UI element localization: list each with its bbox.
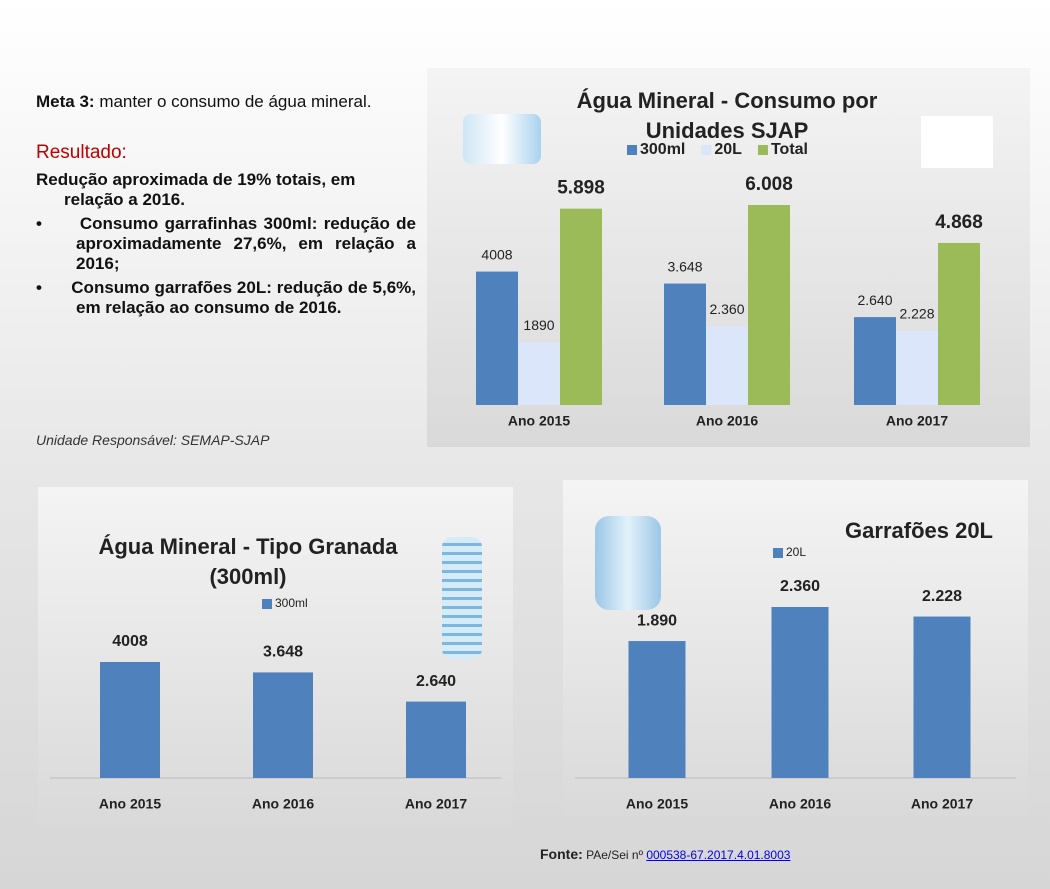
x-tick-label: Ano 2016 (252, 796, 314, 812)
bullet-text: Consumo garrafões 20L: redução de 5,6%, … (71, 278, 416, 317)
x-tick-label: Ano 2017 (405, 796, 467, 812)
data-label: 3.648 (667, 258, 702, 274)
footer-text: PAe/Sei nº (586, 848, 643, 862)
result-title: Resultado: (36, 142, 416, 164)
footer-label: Fonte: (540, 846, 583, 862)
bar (938, 243, 980, 405)
bar (518, 342, 560, 405)
unit: Unidade Responsável: SEMAP-SJAP (36, 432, 269, 448)
text-block: Meta 3: manter o consumo de água mineral… (36, 92, 416, 318)
x-tick-label: Ano 2016 (696, 413, 758, 429)
data-label: 2.640 (857, 292, 892, 308)
bar (629, 641, 686, 778)
goal: Meta 3: manter o consumo de água mineral… (36, 92, 416, 112)
chart-panel: Água Mineral - Consumo por Unidades SJAP… (427, 68, 1030, 447)
x-tick-label: Ano 2017 (886, 413, 948, 429)
data-label: 2.640 (416, 673, 456, 690)
data-label: 2.360 (709, 301, 744, 317)
data-label: 2.360 (780, 578, 820, 595)
bar (560, 209, 602, 405)
data-label: 4.868 (935, 212, 983, 233)
legend-swatch (773, 548, 783, 558)
data-label: 2.228 (899, 306, 934, 322)
bar (406, 702, 466, 778)
data-label: 4008 (481, 246, 512, 262)
x-tick-label: Ano 2015 (508, 413, 570, 429)
legend-swatch (758, 145, 768, 155)
legend-swatch (627, 145, 637, 155)
result-summary: Redução aproximada de 19% totais, em rel… (36, 170, 416, 210)
bar (772, 607, 829, 778)
slide: Meta 3: manter o consumo de água mineral… (0, 0, 1050, 889)
goal-label: Meta 3: (36, 92, 95, 111)
bullet: • Consumo garrafões 20L: redução de 5,6%… (36, 278, 416, 318)
chart: 300ml Ano 2015 4008 Ano 2016 3.648 Ano 2017 2.… (38, 487, 513, 827)
bar (748, 205, 790, 405)
footer-link[interactable]: 000538-67.2017.4.01.8003 (646, 848, 790, 862)
bar (253, 672, 313, 778)
legend-swatch (701, 145, 711, 155)
legend-entry: Total (771, 141, 808, 158)
x-tick-label: Ano 2017 (911, 796, 973, 812)
legend-swatch (262, 599, 272, 609)
x-tick-label: Ano 2015 (99, 796, 161, 812)
bar (664, 284, 706, 405)
bar (914, 617, 971, 778)
chart: 20L Ano 2015 1.890 Ano 2016 2.360 Ano 2017 2.2… (563, 480, 1028, 820)
data-label: 3.648 (263, 644, 303, 661)
goal-text: manter o consumo de água mineral. (99, 92, 371, 111)
data-label: 4008 (112, 633, 148, 650)
bar (896, 331, 938, 405)
data-label: 2.228 (922, 588, 962, 605)
legend-entry: 20L (714, 141, 742, 158)
x-tick-label: Ano 2016 (769, 796, 831, 812)
footer: Fonte: PAe/Sei nº 000538-67.2017.4.01.80… (540, 846, 790, 862)
data-label: 5.898 (557, 178, 605, 199)
bullet: • Consumo garrafinhas 300ml: redução de … (36, 214, 416, 274)
x-tick-label: Ano 2015 (626, 796, 688, 812)
data-label: 6.008 (745, 174, 793, 195)
bar (706, 326, 748, 405)
legend-entry: 20L (786, 545, 806, 559)
data-label: 1890 (523, 317, 554, 333)
bullet-text: Consumo garrafinhas 300ml: redução de ap… (76, 214, 416, 273)
data-label: 1.890 (637, 612, 677, 629)
bar (476, 272, 518, 405)
legend-entry: 300ml (275, 596, 308, 610)
legend-entry: 300ml (640, 141, 685, 158)
chart-panel: Água Mineral - Tipo Granada (300ml)300ml… (38, 487, 513, 827)
bar (100, 662, 160, 778)
chart: 300ml 20L Total Ano 2015 4008 1890 5.898 Ano 20… (427, 68, 1030, 447)
bar (854, 317, 896, 405)
